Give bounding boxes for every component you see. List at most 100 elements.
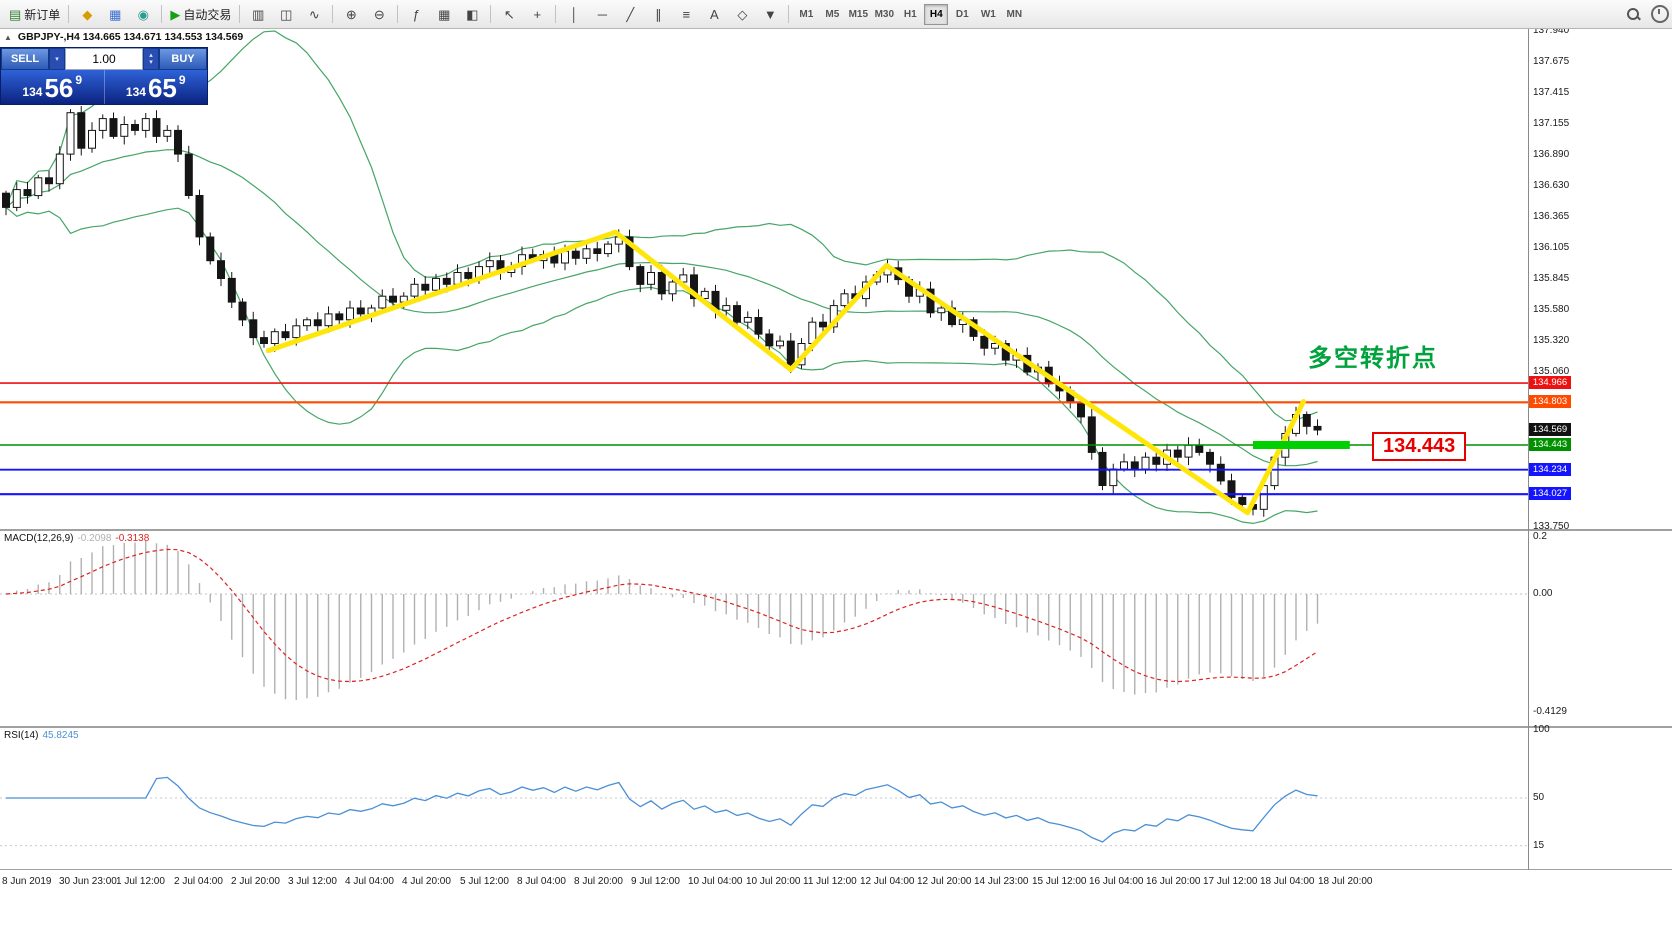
toolbar-separator	[239, 5, 241, 23]
one-click-toggle-icon[interactable]	[4, 33, 12, 42]
price-axis-label: 136.365	[1533, 211, 1570, 222]
toolbar-separator	[397, 5, 399, 23]
buy-button[interactable]: BUY	[159, 48, 207, 70]
symbol-ohlc-readout: GBPJPY-,H4 134.665 134.671 134.553 134.5…	[4, 31, 243, 43]
timeframe-d1-button[interactable]: D1	[955, 8, 969, 20]
cursor-button[interactable]: ↖	[495, 2, 523, 26]
price-tag-134.027[interactable]: 134.027	[1529, 487, 1571, 500]
indicators-icon: ƒ	[412, 6, 420, 22]
time-axis-label: 12 Jul 20:00	[917, 876, 972, 887]
timeframe-mn-button[interactable]: MN	[1006, 8, 1023, 20]
profiles-icon-icon: ◆	[82, 6, 93, 22]
line-chart-button[interactable]: ∿	[300, 2, 328, 26]
bar-chart-icon: ▥	[252, 6, 265, 22]
data-window-icon-icon: ◉	[137, 6, 149, 22]
vertical-line-button[interactable]: │	[560, 2, 588, 26]
timeframe-h1-button[interactable]: H1	[903, 8, 917, 20]
label-button[interactable]: ◇	[728, 2, 756, 26]
time-axis-label: 10 Jul 20:00	[746, 876, 801, 887]
time-axis-label: 30 Jun 23:00	[59, 876, 117, 887]
level-highlight-bar[interactable]	[1253, 441, 1350, 449]
one-click-trading-panel: SELL BUY 134 56 9 134 65 9	[0, 47, 208, 105]
pane-separator[interactable]	[0, 529, 1672, 531]
buy-price-big: 65	[147, 73, 177, 103]
toolbar-separator	[68, 5, 70, 23]
sell-price-display[interactable]: 134 56 9	[1, 70, 105, 104]
chart-window: GBPJPY-,H4 134.665 134.671 134.553 134.5…	[0, 28, 1528, 530]
line-chart-icon: ∿	[308, 6, 320, 22]
horizontal-line-icon: ─	[597, 6, 607, 22]
text-button[interactable]: A	[700, 2, 728, 26]
new-order-button[interactable]: ▤ 新订单	[5, 2, 64, 26]
sell-button[interactable]: SELL	[1, 48, 49, 70]
timeframe-m1-button[interactable]: M1	[799, 8, 814, 20]
rsi-axis-label: 15	[1533, 840, 1545, 851]
price-tag-134.569[interactable]: 134.569	[1529, 423, 1571, 436]
macd-pane-canvas[interactable]	[0, 530, 1528, 727]
price-axis-label: 135.845	[1533, 273, 1570, 284]
templates-icon: ◧	[466, 6, 479, 22]
zoom-out-button[interactable]: ⊖	[365, 2, 393, 26]
buy-price-pip: 9	[178, 73, 186, 87]
autotrading-button[interactable]: ▶ 自动交易	[166, 2, 235, 26]
timeframe-m30-button[interactable]: M30	[874, 8, 895, 20]
buy-price-display[interactable]: 134 65 9	[105, 70, 208, 104]
macd-indicator-label: MACD(12,26,9) -0.2098 -0.3138	[4, 533, 153, 544]
buy-price-prefix: 134	[125, 85, 146, 99]
search-icon[interactable]	[1625, 6, 1641, 22]
price-tag-134.234[interactable]: 134.234	[1529, 463, 1571, 476]
timeframe-m5-button[interactable]: M5	[825, 8, 840, 20]
macd-histogram	[16, 540, 1319, 700]
fibonacci-button[interactable]: ≡	[672, 2, 700, 26]
volume-stepper[interactable]	[143, 48, 159, 70]
zoom-in-button[interactable]: ⊕	[337, 2, 365, 26]
price-axis-label: 136.630	[1533, 180, 1570, 191]
order-type-dropdown-icon[interactable]	[49, 48, 65, 70]
rsi-indicator-label: RSI(14) 45.8245	[4, 730, 83, 741]
zoom-in-icon: ⊕	[345, 6, 357, 22]
macd-signal-line	[5, 548, 1318, 683]
templates-button[interactable]: ◧	[458, 2, 486, 26]
trendline-icon: ╱	[626, 6, 635, 22]
vertical-line-icon: │	[570, 6, 579, 22]
trendline-button[interactable]: ╱	[616, 2, 644, 26]
channel-button[interactable]: ∥	[644, 2, 672, 26]
toolbar-right	[1625, 5, 1672, 23]
toolbar-separator	[555, 5, 557, 23]
zigzag-trendline[interactable]	[265, 229, 1306, 516]
timeframe-w1-button[interactable]: W1	[980, 8, 996, 20]
market-watch-icon[interactable]: ▦	[101, 2, 129, 26]
timeframe-h4-button[interactable]: H4	[924, 3, 949, 25]
time-axis-label: 5 Jul 12:00	[460, 876, 509, 887]
time-axis[interactable]: 8 Jun 2019 30 Jun 23:00 1 Jul 12:00 2 Jul 0…	[0, 870, 1672, 951]
price-axis-label: 135.580	[1533, 304, 1570, 315]
price-axis-label: 137.675	[1533, 56, 1570, 67]
profiles-icon[interactable]: ◆	[73, 2, 101, 26]
main-chart-canvas[interactable]	[0, 28, 1528, 530]
candlestick-chart-button[interactable]: ◫	[272, 2, 300, 26]
rsi-pane-canvas[interactable]	[0, 727, 1528, 870]
candlestick-chart-icon: ◫	[280, 6, 293, 22]
horizontal-line-button[interactable]: ─	[588, 2, 616, 26]
clock-icon[interactable]	[1651, 5, 1669, 23]
pane-separator[interactable]	[0, 726, 1672, 728]
fibonacci-icon: ≡	[682, 6, 691, 22]
bar-chart-button[interactable]: ▥	[244, 2, 272, 26]
text-icon: A	[709, 6, 719, 22]
volume-input[interactable]	[65, 48, 143, 70]
timeframe-m15-button[interactable]: M15	[848, 8, 869, 20]
price-axis-label: 136.890	[1533, 149, 1570, 160]
price-tag-134.966[interactable]: 134.966	[1529, 376, 1571, 389]
arrows-button[interactable]: ▼	[756, 2, 784, 26]
indicators-button[interactable]: ƒ	[402, 2, 430, 26]
grid-button[interactable]: ▦	[430, 2, 458, 26]
toolbar-separator	[332, 5, 334, 23]
crosshair-button[interactable]: +	[523, 2, 551, 26]
price-tag-134.443[interactable]: 134.443	[1529, 438, 1571, 451]
grid-icon: ▦	[438, 6, 451, 22]
time-axis-label: 12 Jul 04:00	[860, 876, 915, 887]
data-window-icon[interactable]: ◉	[129, 2, 157, 26]
price-tag-134.803[interactable]: 134.803	[1529, 395, 1571, 408]
macd-value-signal: -0.3138	[115, 533, 150, 544]
